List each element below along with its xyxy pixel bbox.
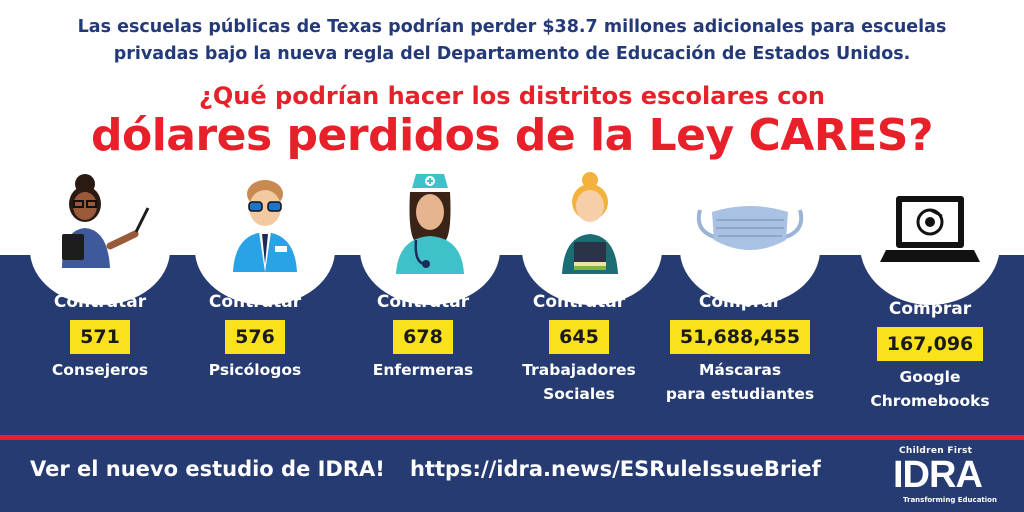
stat-nurses: Contratar 678 Enfermeras [338,292,508,382]
chromebook-icon [870,188,990,298]
footer-cta: Ver el nuevo estudio de IDRA! [30,457,385,481]
stat-value: 51,688,455 [669,320,811,354]
stat-label-2: Sociales [543,385,615,403]
stat-counselors: Contratar 571 Consejeros [15,292,185,382]
stat-chromebooks: Comprar 167,096 Google Chromebooks [845,299,1015,413]
stat-psychologists: Contratar 576 Psicólogos [170,292,340,382]
stat-value: 576 [225,320,285,354]
logo-tagline-bottom: Transforming Education [903,496,997,504]
stats-band [0,255,1024,512]
headline: dólares perdidos de la Ley CARES? [90,110,934,161]
mask-icon [690,190,810,300]
idra-logo: Children First IDRA Transforming Educati… [893,446,1003,506]
stat-value: 571 [70,320,130,354]
stat-value: 645 [549,320,609,354]
intro-line-2: privadas bajo la nueva regla del Departa… [113,44,911,64]
header-band [0,0,1024,262]
stat-label: Enfermeras [372,361,474,379]
psychologist-icon [205,168,325,278]
divider [0,435,1024,440]
stat-verb: Contratar [53,292,147,312]
nurse-icon [370,168,490,278]
counselor-icon [40,168,160,278]
stat-label: Trabajadores [522,361,636,379]
question-text: ¿Qué podrían hacer los distritos escolar… [198,82,825,110]
footer-link[interactable]: https://idra.news/ESRuleIssueBrief [410,457,821,481]
logo-name: IDRA [893,454,983,496]
logo-tagline-top: Children First [899,446,973,456]
stat-value: 678 [393,320,453,354]
stat-verb: Comprar [888,299,972,319]
stat-verb: Contratar [532,292,626,312]
stat-social-workers: Contratar 645 Trabajadores Sociales [494,292,664,406]
intro-text: Las escuelas públicas de Texas podrían p… [0,14,1024,68]
stat-value: 167,096 [876,327,984,361]
social-worker-icon [532,168,652,278]
stat-label: Consejeros [51,361,149,379]
stat-label: Máscaras [698,361,782,379]
intro-line-1: Las escuelas públicas de Texas podrían p… [77,17,947,37]
stat-label: Psicólogos [208,361,302,379]
stat-label: Google [899,368,961,386]
stat-label-2: para estudiantes [665,385,815,403]
stat-label-2: Chromebooks [870,392,990,410]
stat-verb: Contratar [376,292,470,312]
stat-masks: Comprar 51,688,455 Máscaras para estudia… [655,292,825,406]
stat-verb: Contratar [208,292,302,312]
stat-verb: Comprar [698,292,782,312]
